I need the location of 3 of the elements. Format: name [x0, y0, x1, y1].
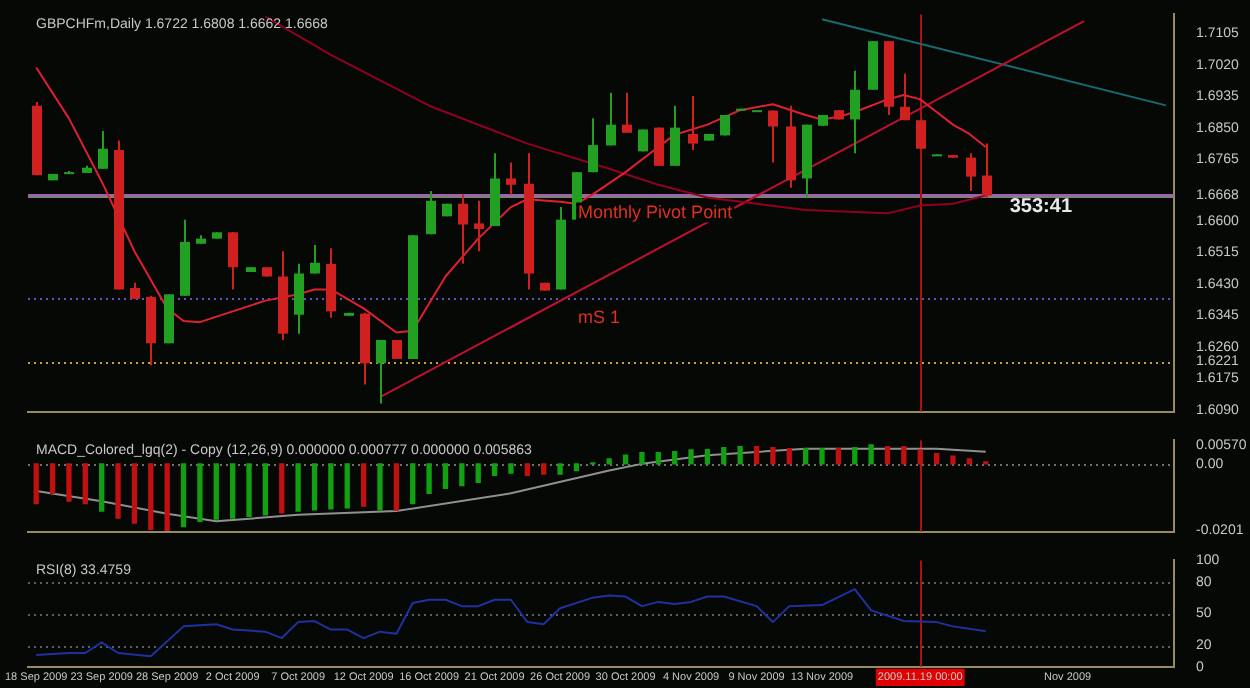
ref-line-label: mS 1: [578, 306, 621, 327]
annotation: 353:41: [1009, 195, 1073, 218]
ref-line-label: Monthly Pivot Point: [578, 202, 734, 223]
